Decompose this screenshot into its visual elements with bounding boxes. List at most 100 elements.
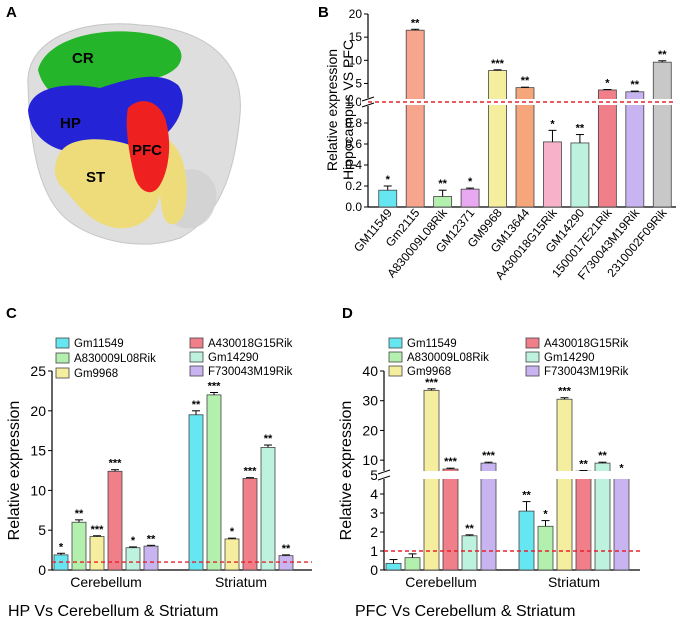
c-significance: ** (282, 543, 291, 555)
c-legend-label: Gm9968 (74, 368, 118, 380)
b-y-tick-label: 0.0 (345, 200, 362, 214)
c-bar (206, 394, 222, 571)
c-y-tick-label: 20 (30, 403, 46, 419)
panel-d-letter: D (342, 305, 353, 322)
b-significance: ** (521, 75, 530, 87)
d-bar (518, 510, 535, 571)
c-significance: *** (244, 466, 258, 478)
b-bar (625, 91, 645, 208)
panel-a-letter: A (6, 4, 17, 21)
d-significance: * (543, 509, 548, 521)
d-y-tick-label: 10 (362, 452, 378, 468)
c-bar (89, 536, 105, 571)
c-y-tick-label: 15 (30, 443, 46, 459)
d-bar (480, 462, 497, 571)
d-significance: *** (558, 386, 572, 398)
d-significance: *** (444, 456, 458, 468)
brain-illustration: CR HP PFC ST (27, 23, 241, 245)
d-significance: *** (425, 377, 439, 389)
b-bar (488, 70, 507, 208)
b-significance: *** (491, 58, 505, 70)
b-significance: ** (411, 17, 420, 29)
c-y-tick-label: 25 (30, 363, 46, 379)
d-group-label: Cerebellum (405, 574, 477, 590)
c-significance: *** (91, 524, 105, 536)
d-group-label: Striatum (548, 574, 600, 590)
d-axis-break-band (378, 471, 640, 479)
brain-label-st: ST (86, 169, 105, 186)
b-y-tick-label: 0.2 (345, 179, 362, 193)
panel-d-footer: PFC Vs Cerebellum & Striatum (355, 603, 576, 620)
d-legend-label: A830009L08Rik (407, 352, 489, 364)
b-y-axis-label-line: Hippocampus VS PFC (340, 40, 356, 180)
cr-region (38, 31, 182, 101)
c-significance: * (59, 541, 64, 553)
b-y-axis-label-line: Relative expression (324, 49, 340, 171)
c-significance: ** (264, 433, 273, 445)
c-bar (71, 521, 87, 571)
c-bar (278, 555, 294, 571)
b-bar (652, 61, 672, 208)
b-bar (433, 196, 453, 208)
d-legend-swatch (525, 337, 540, 349)
b-bar (515, 87, 535, 208)
b-bar (405, 29, 425, 208)
d-bar (613, 474, 630, 571)
c-bar (188, 414, 204, 571)
c-y-tick-label: 0 (38, 562, 46, 578)
d-legend-swatch (388, 365, 403, 377)
b-y-axis-label: Relative expressionHippocampus VS PFC (324, 40, 356, 180)
b-significance: ** (658, 49, 667, 61)
c-legend-swatch (55, 367, 70, 379)
d-bar (385, 562, 402, 571)
c-bar (107, 470, 123, 571)
d-bar (442, 468, 459, 571)
d-y-tick-label: 1 (370, 543, 378, 559)
c-y-axis-label: Relative expression (6, 401, 23, 541)
d-legend-swatch (525, 351, 540, 363)
d-break-mark (377, 469, 391, 475)
b-y-tick-label: 5 (355, 76, 362, 90)
b-significance: * (605, 77, 610, 89)
d-bar (575, 470, 592, 571)
c-legend-swatch (189, 337, 204, 349)
b-significance: * (550, 118, 555, 130)
d-legend-label: F730043M19Rik (544, 366, 629, 378)
d-y-tick-label: 40 (362, 363, 378, 379)
b-significance: ** (576, 123, 585, 135)
d-legend-label: A430018G15Rik (544, 338, 629, 350)
d-y-tick-label: 3 (370, 505, 378, 521)
d-significance: ** (598, 450, 607, 462)
c-significance: * (131, 535, 136, 547)
c-bar (260, 447, 276, 571)
c-legend-swatch (189, 365, 204, 377)
d-significance: ** (522, 490, 531, 502)
d-legend-label: Gm14290 (544, 352, 595, 364)
b-y-tick-label: 0.4 (345, 158, 362, 172)
b-bar (597, 89, 617, 208)
c-legend-swatch (55, 337, 70, 349)
b-y-tick-label: 1.0 (345, 95, 362, 109)
panel-c-footer: HP Vs Cerebellum & Striatum (8, 603, 218, 620)
d-break-gap (377, 471, 391, 479)
c-bar (143, 545, 159, 571)
c-group-label: Cerebellum (70, 574, 142, 590)
b-bar (378, 189, 398, 208)
d-bar (594, 462, 611, 571)
c-significance: ** (147, 533, 156, 545)
b-break-mark (361, 102, 375, 108)
d-bar (556, 398, 573, 571)
d-y-tick-label: 0 (370, 562, 378, 578)
brain-label-cr: CR (72, 50, 94, 67)
d-bar (461, 535, 478, 571)
c-legend-swatch (55, 352, 70, 364)
d-y-tick-label: 20 (362, 422, 378, 438)
d-significance: *** (482, 450, 496, 462)
d-bar (423, 389, 440, 571)
b-significance: ** (631, 79, 640, 91)
c-legend-swatch (189, 351, 204, 363)
c-y-tick-label: 5 (38, 522, 46, 538)
b-bar (543, 141, 562, 208)
